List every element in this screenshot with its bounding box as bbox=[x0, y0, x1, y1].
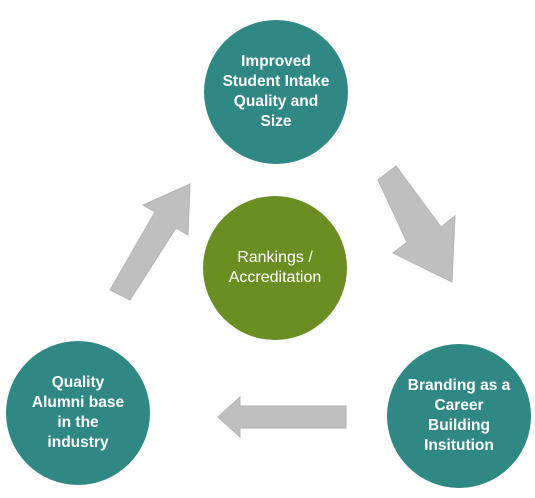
arrow-bottom-right-to-bottom-left bbox=[217, 395, 347, 439]
node-rankings: Rankings / Accreditation bbox=[203, 196, 347, 340]
arrow-top-to-bottom-right bbox=[377, 165, 456, 283]
node-branding-label: Branding as a Career Building Insitution bbox=[407, 377, 511, 454]
node-student-intake-label: Improved Student Intake Quality and Size bbox=[222, 53, 330, 130]
node-alumni-base: Quality Alumni base in the industry bbox=[6, 341, 150, 485]
node-alumni-base-label: Quality Alumni base in the industry bbox=[31, 374, 125, 451]
node-student-intake: Improved Student Intake Quality and Size bbox=[204, 20, 348, 164]
arrow-bottom-left-to-top bbox=[109, 183, 191, 301]
node-branding: Branding as a Career Building Insitution bbox=[387, 344, 531, 488]
node-rankings-label: Rankings / Accreditation bbox=[228, 248, 322, 286]
